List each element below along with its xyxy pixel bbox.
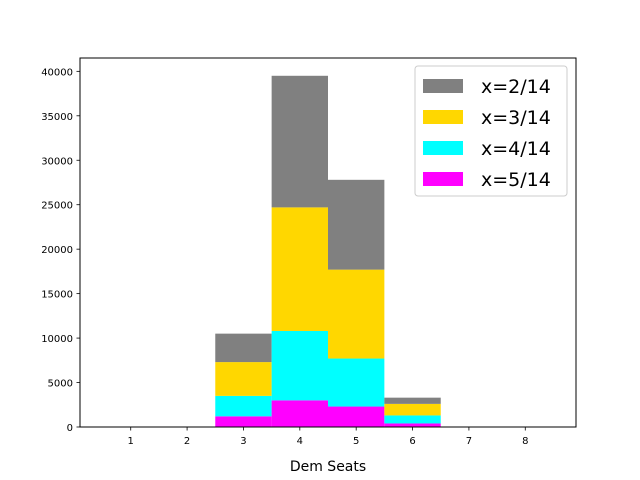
y-tick-label: 15000 bbox=[41, 290, 73, 301]
bar-x-4-14-seats-5 bbox=[328, 358, 385, 407]
x-axis-label: Dem Seats bbox=[290, 459, 366, 475]
plot-frame bbox=[79, 57, 577, 428]
y-tick-label: 5000 bbox=[48, 379, 73, 390]
bar-x-3-14-seats-3 bbox=[215, 362, 272, 396]
y-tick-label: 0 bbox=[67, 423, 73, 434]
bar-x-3-14-seats-4 bbox=[271, 207, 328, 331]
bar-x-5-14-seats-4 bbox=[271, 400, 328, 427]
legend-label: x=4/14 bbox=[481, 138, 551, 160]
legend-label: x=5/14 bbox=[481, 169, 551, 191]
bar-x-5-14-seats-3 bbox=[215, 416, 272, 427]
bar-x-2-14-seats-6 bbox=[384, 397, 441, 404]
legend-label: x=3/14 bbox=[481, 107, 551, 129]
bar-x-5-14-seats-5 bbox=[328, 406, 385, 427]
x-tick-label: 3 bbox=[240, 436, 246, 447]
legend-swatch bbox=[423, 79, 463, 93]
x-tick-label: 2 bbox=[184, 436, 190, 447]
legend-label: x=2/14 bbox=[481, 76, 551, 98]
bar-x-4-14-seats-6 bbox=[384, 415, 441, 424]
bar-x-3-14-seats-5 bbox=[328, 269, 385, 359]
y-tick-label: 10000 bbox=[41, 334, 73, 345]
y-tick-label: 30000 bbox=[41, 156, 73, 167]
x-tick-label: 8 bbox=[522, 436, 528, 447]
y-axis: 0 5000 10000 15000 20000 25000 30000 35000 40000 bbox=[41, 67, 80, 434]
bars-layer bbox=[158, 75, 498, 428]
x-tick-label: 1 bbox=[128, 436, 134, 447]
x-tick-label: 4 bbox=[297, 436, 303, 447]
y-tick-label: 35000 bbox=[41, 112, 73, 123]
y-tick-label: 40000 bbox=[41, 67, 73, 78]
bar-x-5-14-seats-6 bbox=[384, 423, 441, 427]
legend-box bbox=[414, 65, 568, 197]
bar-x-4-14-seats-3 bbox=[215, 395, 272, 417]
legend: x=2/14 x=3/14 x=4/14 x=5/14 bbox=[414, 65, 568, 197]
x-tick-label: 7 bbox=[466, 436, 472, 447]
x-tick-label: 6 bbox=[409, 436, 415, 447]
legend-swatch bbox=[423, 141, 463, 155]
bar-x-4-14-seats-4 bbox=[271, 330, 328, 401]
bar-x-2-14-seats-3 bbox=[215, 333, 272, 363]
bar-x-2-14-seats-4 bbox=[271, 75, 328, 208]
legend-swatch bbox=[423, 110, 463, 124]
bar-x-2-14-seats-5 bbox=[328, 179, 385, 270]
y-tick-label: 20000 bbox=[41, 245, 73, 256]
x-axis: 1 2 3 4 5 6 7 8 bbox=[128, 427, 528, 447]
legend-swatch bbox=[423, 172, 463, 186]
y-tick-label: 25000 bbox=[41, 201, 73, 212]
bar-x-3-14-seats-6 bbox=[384, 403, 441, 416]
x-tick-label: 5 bbox=[353, 436, 359, 447]
